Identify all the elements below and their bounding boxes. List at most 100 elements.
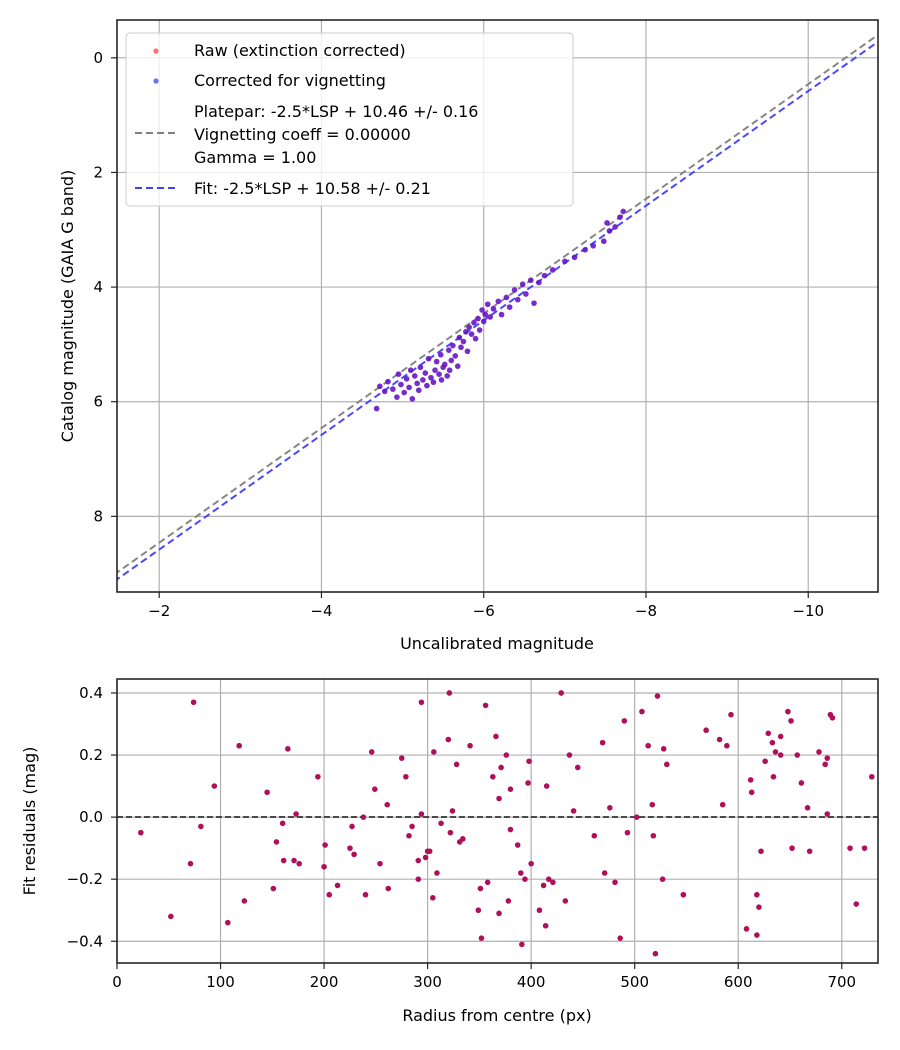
- top-y-tick-label: 2: [93, 163, 103, 181]
- top-xlabel: Uncalibrated magnitude: [400, 634, 594, 653]
- corrected-point: [604, 220, 610, 226]
- corrected-point: [600, 238, 607, 245]
- residual-point: [326, 891, 333, 898]
- corrected-point: [424, 382, 430, 389]
- residual-point: [754, 932, 760, 938]
- residual-point: [482, 702, 489, 709]
- bottom-plot-area: [117, 679, 878, 963]
- residual-point: [754, 891, 760, 898]
- residual-point: [484, 879, 491, 886]
- residual-point: [607, 805, 613, 811]
- residual-point: [724, 742, 730, 749]
- corrected-point: [536, 279, 542, 286]
- residual-point: [660, 746, 667, 752]
- corrected-point: [523, 291, 529, 297]
- residual-point: [853, 901, 860, 907]
- residual-point: [270, 885, 277, 892]
- corrected-point: [476, 327, 483, 333]
- residual-point: [639, 708, 645, 715]
- corrected-point: [441, 361, 448, 368]
- residual-point: [756, 904, 762, 910]
- corrected-point: [460, 338, 467, 345]
- residual-point: [434, 870, 440, 876]
- residual-point: [445, 736, 452, 743]
- residual-point: [528, 860, 534, 867]
- residual-point: [503, 752, 510, 758]
- corrected-point: [549, 267, 556, 273]
- legend-platepar-line3: Gamma = 1.00: [194, 148, 316, 167]
- top-y-tick-label: 8: [93, 507, 103, 525]
- residual-point: [438, 820, 444, 827]
- corrected-point: [403, 375, 410, 382]
- residual-point: [403, 773, 409, 780]
- bottom-y-tick-label: 0.0: [79, 808, 103, 826]
- residual-point: [168, 913, 174, 920]
- residual-point: [368, 749, 375, 755]
- residual-point: [654, 693, 661, 699]
- corrected-point: [433, 358, 440, 365]
- residual-point: [347, 845, 353, 851]
- residual-point: [743, 926, 750, 932]
- corrected-point: [531, 300, 537, 306]
- corrected-point: [407, 367, 414, 373]
- residual-point: [507, 826, 514, 833]
- top-y-tick-label: 0: [93, 49, 103, 67]
- corrected-point: [498, 311, 505, 318]
- corrected-point: [495, 298, 502, 305]
- residual-point: [536, 907, 543, 914]
- residual-point: [291, 857, 297, 864]
- residual-point: [418, 811, 425, 817]
- corrected-point: [620, 208, 627, 215]
- residual-point: [279, 820, 286, 827]
- residual-point: [525, 780, 531, 786]
- top-ylabel: Catalog magnitude (GAIA G band): [58, 170, 77, 442]
- residual-point: [650, 832, 657, 839]
- legend: Raw (extinction corrected) Corrected for…: [125, 32, 574, 207]
- residual-point: [765, 730, 772, 737]
- bottom-y-tick-label: −0.4: [67, 932, 103, 950]
- corrected-point: [436, 371, 442, 378]
- corrected-point: [450, 342, 456, 349]
- residual-point: [498, 764, 504, 771]
- corrected-point: [428, 374, 434, 381]
- residual-point: [540, 882, 547, 889]
- residual-point: [384, 801, 391, 808]
- residual-point: [190, 699, 197, 706]
- corrected-point: [472, 335, 479, 342]
- corrected-point: [438, 377, 445, 383]
- residual-point: [475, 907, 482, 914]
- residual-point: [772, 749, 779, 755]
- bottom-x-tick-label: 0: [112, 973, 122, 991]
- residual-point: [747, 777, 754, 783]
- bottom-axis-ticks: 0 100 200 300 400 500 600 700 0.4 0.2 0.0 −0.2 −0.4: [67, 684, 857, 991]
- residual-point: [769, 739, 776, 746]
- top-plot: −2 −4 −6 −8 −10 0 2 4 6 8 Raw (extinction correct…: [58, 19, 879, 653]
- corrected-point: [411, 373, 418, 379]
- bottom-x-tick-label: 100: [206, 973, 235, 991]
- residual-point: [236, 742, 242, 749]
- legend-corrected-marker-icon: [153, 78, 159, 84]
- residual-point: [545, 876, 552, 882]
- residual-point: [798, 780, 805, 786]
- corrected-point: [416, 387, 422, 394]
- corrected-point: [381, 388, 388, 395]
- legend-raw-label: Raw (extinction corrected): [194, 41, 406, 60]
- corrected-point: [394, 394, 400, 400]
- corrected-point: [464, 348, 471, 355]
- legend-fit-label: Fit: -2.5*LSP + 10.58 +/- 0.21: [194, 179, 431, 198]
- residual-point: [490, 773, 496, 780]
- corrected-point: [582, 247, 588, 253]
- residual-point: [429, 895, 436, 901]
- residual-point: [861, 845, 868, 851]
- residual-point: [542, 922, 549, 929]
- corrected-point: [606, 228, 613, 234]
- corrected-point: [511, 287, 518, 293]
- corrected-point: [612, 224, 618, 230]
- residual-point: [360, 814, 367, 820]
- corrected-point: [437, 351, 444, 358]
- bottom-plot: 0 100 200 300 400 500 600 7000.40.20.0−0.2−0.4 …: [20, 678, 879, 1025]
- residual-point: [449, 808, 456, 814]
- residual-point: [426, 848, 433, 855]
- bottom-plot-frame: [116, 678, 879, 964]
- corrected-point: [395, 371, 402, 378]
